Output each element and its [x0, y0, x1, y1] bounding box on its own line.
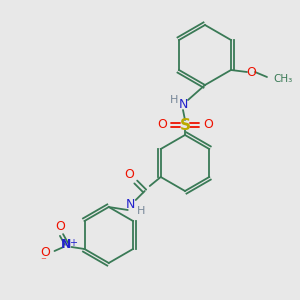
Text: O: O [40, 247, 50, 260]
Text: O: O [124, 169, 134, 182]
Text: N: N [178, 98, 188, 112]
Text: H: H [136, 206, 145, 216]
Text: ⁻: ⁻ [40, 256, 46, 266]
Text: O: O [246, 65, 256, 79]
Text: N: N [126, 199, 135, 212]
Text: O: O [157, 118, 167, 131]
Text: +: + [70, 238, 77, 248]
Text: N: N [61, 238, 72, 251]
Text: CH₃: CH₃ [273, 74, 292, 84]
Text: H: H [170, 95, 178, 105]
Text: S: S [179, 118, 191, 133]
Text: O: O [56, 220, 65, 233]
Text: O: O [203, 118, 213, 131]
